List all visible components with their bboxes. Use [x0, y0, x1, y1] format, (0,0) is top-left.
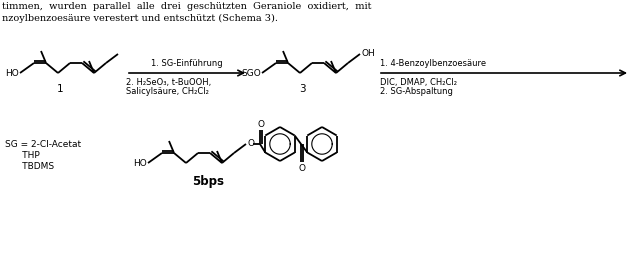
- Text: HO: HO: [133, 158, 147, 167]
- Text: timmen,  wurden  parallel  alle  drei  geschützten  Geraniole  oxidiert,  mit: timmen, wurden parallel alle drei geschü…: [2, 2, 372, 11]
- Text: 2. SG-Abspaltung: 2. SG-Abspaltung: [380, 87, 453, 96]
- Text: HO: HO: [5, 69, 19, 77]
- Text: SGO: SGO: [241, 69, 261, 77]
- Text: TBDMS: TBDMS: [5, 162, 54, 171]
- Text: 2. H₂SeO₃, t-BuOOH,: 2. H₂SeO₃, t-BuOOH,: [126, 78, 212, 87]
- Text: SG = 2-Cl-Acetat: SG = 2-Cl-Acetat: [5, 140, 81, 149]
- Text: 1. SG-Einführung: 1. SG-Einführung: [151, 59, 223, 68]
- Text: THP: THP: [5, 151, 40, 160]
- Text: Salicylsäure, CH₂Cl₂: Salicylsäure, CH₂Cl₂: [126, 87, 209, 96]
- Text: O: O: [258, 120, 265, 129]
- Text: 1. 4-Benzoylbenzoesäure: 1. 4-Benzoylbenzoesäure: [380, 59, 486, 68]
- Text: 5bps: 5bps: [192, 174, 224, 188]
- Text: nzoylbenzoesäure verestert und entschützt (Schema 3).: nzoylbenzoesäure verestert und entschütz…: [2, 14, 278, 23]
- Text: OH: OH: [361, 49, 375, 58]
- Text: O: O: [247, 140, 254, 149]
- Text: 1: 1: [56, 84, 63, 94]
- Text: O: O: [299, 164, 306, 173]
- Text: DIC, DMAP, CH₂Cl₂: DIC, DMAP, CH₂Cl₂: [380, 78, 457, 87]
- Text: 3: 3: [299, 84, 305, 94]
